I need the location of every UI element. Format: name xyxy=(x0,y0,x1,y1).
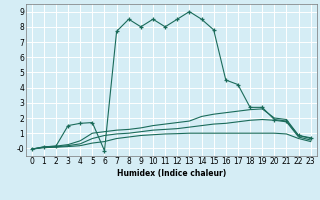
X-axis label: Humidex (Indice chaleur): Humidex (Indice chaleur) xyxy=(116,169,226,178)
